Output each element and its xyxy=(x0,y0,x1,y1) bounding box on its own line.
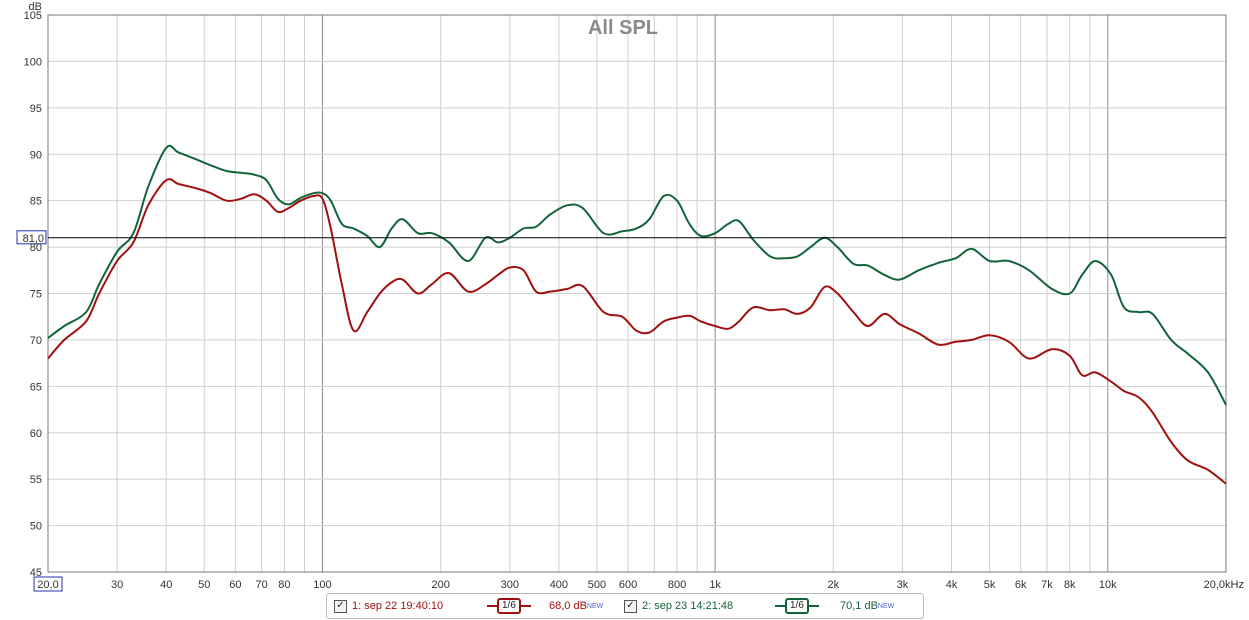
y-tick-label: 65 xyxy=(30,381,42,393)
y-tick-label: 75 xyxy=(30,289,42,301)
legend: ✓ 1: sep 22 19:40:10 1/6 68,0 dB NEW ✓ 2:… xyxy=(326,593,924,619)
x-tick-label: 400 xyxy=(550,579,568,591)
smoothing-value-1: 1/6 xyxy=(497,598,521,614)
x-tick-label: 200 xyxy=(431,579,449,591)
legend-level-value-1: 68,0 dB xyxy=(549,600,587,612)
x-tick-label: 5k xyxy=(984,579,996,591)
x-tick-label: 80 xyxy=(278,579,290,591)
legend-label-1: 1: sep 22 19:40:10 xyxy=(352,600,444,612)
reference-level[interactable]: 81,0 xyxy=(16,230,1226,245)
y-tick-label: 50 xyxy=(30,521,42,533)
x-tick-label: 60 xyxy=(229,579,241,591)
x-start-box[interactable] xyxy=(33,576,63,592)
smoothing-value-2: 1/6 xyxy=(785,598,809,614)
x-tick-label: 6k xyxy=(1015,579,1027,591)
x-axis-ticks: 30 40 50 60 70 80 100 200 300 400 500 600 800 1k 2k 3k 4… xyxy=(111,579,1117,591)
x-tick-label: 300 xyxy=(501,579,519,591)
smoothing-badge-1[interactable]: 1/6 xyxy=(487,598,531,614)
y-axis-unit-label: dB xyxy=(29,1,42,13)
grid-lines xyxy=(47,14,1227,573)
legend-smoothing-2[interactable]: 1/6 xyxy=(775,594,819,618)
y-tick-label: 105 xyxy=(24,10,42,22)
y-tick-label: 55 xyxy=(30,474,42,486)
legend-new-badge-1: NEW xyxy=(586,602,604,610)
chart-title: All SPL xyxy=(588,17,658,39)
x-tick-label: 7k xyxy=(1041,579,1053,591)
legend-level-value-2: 70,1 dB xyxy=(840,600,878,612)
series-line-2[interactable] xyxy=(47,144,1227,406)
legend-level-2: 70,1 dB NEW xyxy=(840,594,894,618)
smoothing-badge-2[interactable]: 1/6 xyxy=(775,598,819,614)
legend-entry-1: ✓ 1: sep 22 19:40:10 xyxy=(334,594,443,618)
x-tick-label: 70 xyxy=(256,579,268,591)
y-tick-label: 90 xyxy=(30,149,42,161)
y-tick-label: 80 xyxy=(30,242,42,254)
x-tick-label: 4k xyxy=(946,579,958,591)
y-tick-label: 60 xyxy=(30,428,42,440)
x-tick-label: 2k xyxy=(828,579,840,591)
x-tick-label: 3k xyxy=(897,579,909,591)
x-tick-label: 800 xyxy=(668,579,686,591)
legend-swatch-2 xyxy=(775,605,785,607)
legend-swatch-2b xyxy=(808,605,819,607)
x-tick-label: 8k xyxy=(1064,579,1076,591)
legend-checkbox-1[interactable]: ✓ xyxy=(334,599,347,613)
legend-level-1: 68,0 dB NEW xyxy=(549,594,603,618)
x-tick-label: 30 xyxy=(111,579,123,591)
legend-label-2: 2: sep 23 14:21:48 xyxy=(642,600,734,612)
legend-smoothing-1[interactable]: 1/6 xyxy=(487,594,531,618)
x-tick-label: 100 xyxy=(313,579,331,591)
legend-swatch-1b xyxy=(520,605,531,607)
reference-level-value[interactable]: 81,0 xyxy=(23,233,44,245)
legend-swatch-1 xyxy=(487,605,497,607)
x-tick-label: 10k xyxy=(1099,579,1117,591)
x-tick-label: 50 xyxy=(198,579,210,591)
legend-entry-2: ✓ 2: sep 23 14:21:48 xyxy=(624,594,733,618)
reference-level-box[interactable] xyxy=(16,230,47,245)
x-axis-start[interactable]: 20,0 xyxy=(33,576,63,592)
x-tick-label: 500 xyxy=(588,579,606,591)
series-line-1[interactable] xyxy=(47,178,1227,485)
series-lines[interactable] xyxy=(47,144,1227,485)
x-start-value[interactable]: 20,0 xyxy=(37,579,58,591)
x-tick-label: 600 xyxy=(619,579,637,591)
y-tick-label: 85 xyxy=(30,196,42,208)
plot-frame xyxy=(47,14,1227,573)
y-tick-label: 45 xyxy=(30,567,42,579)
y-tick-label: 100 xyxy=(24,56,42,68)
legend-checkbox-2[interactable]: ✓ xyxy=(624,599,637,613)
y-tick-label: 95 xyxy=(30,103,42,115)
x-axis-end-label: 20,0kHz xyxy=(1204,579,1244,591)
y-tick-label: 70 xyxy=(30,335,42,347)
x-tick-label: 1k xyxy=(709,579,721,591)
x-tick-label: 40 xyxy=(160,579,172,591)
y-axis-ticks: 45 50 55 60 65 70 75 80 85 90 95 100 105 xyxy=(24,10,42,579)
legend-new-badge-2: NEW xyxy=(877,602,895,610)
